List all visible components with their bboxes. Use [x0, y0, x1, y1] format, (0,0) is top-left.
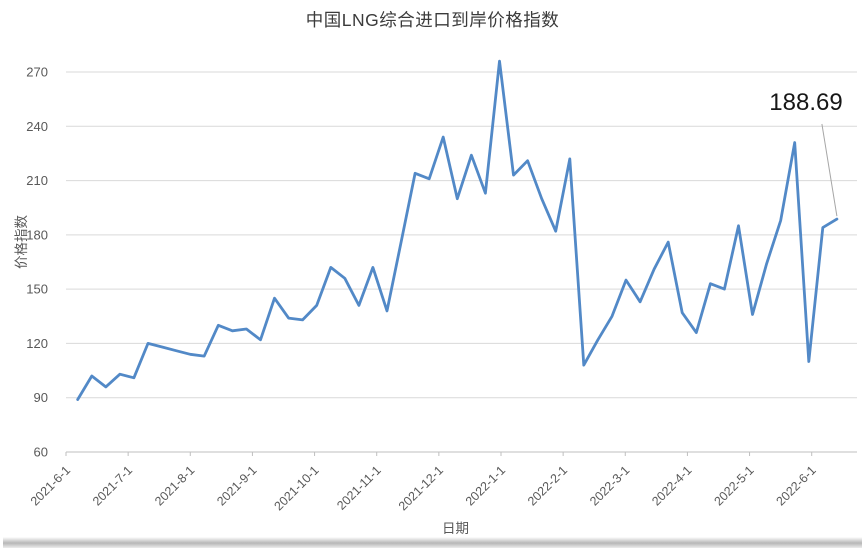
x-tick-label: 2021-8-1 [152, 463, 197, 508]
x-tick-label: 2021-9-1 [214, 463, 259, 508]
x-tick-label: 2021-6-1 [28, 463, 73, 508]
y-tick-label: 60 [34, 445, 48, 460]
x-tick-label: 2021-12-1 [396, 463, 446, 513]
x-tick-label: 2022-5-1 [711, 463, 756, 508]
y-tick-label: 270 [26, 65, 48, 80]
x-tick-label: 2022-6-1 [774, 463, 819, 508]
x-tick-label: 2022-2-1 [525, 463, 570, 508]
x-tick-label: 2021-7-1 [90, 463, 135, 508]
y-tick-label: 180 [26, 227, 48, 242]
x-tick-label: 2021-11-1 [334, 463, 384, 513]
bottom-shadow [3, 537, 862, 548]
price-index-series-line [76, 59, 839, 401]
x-axis-title: 日期 [442, 521, 469, 536]
y-tick-label: 210 [26, 173, 48, 188]
chart-title: 中国LNG综合进口到岸价格指数 [305, 10, 560, 30]
annotation-leader-line [821, 123, 838, 217]
x-tick-label: 2022-4-1 [649, 463, 694, 508]
x-tick-label: 2021-10-1 [272, 463, 322, 513]
x-tick-label: 2022-3-1 [587, 463, 632, 508]
y-tick-label: 150 [26, 282, 48, 297]
y-tick-label: 240 [26, 119, 48, 134]
y-tick-label: 90 [34, 390, 48, 405]
last-value-label: 188.69 [769, 89, 843, 116]
x-tick-label: 2022-1-1 [463, 463, 508, 508]
y-tick-label: 120 [26, 336, 48, 351]
